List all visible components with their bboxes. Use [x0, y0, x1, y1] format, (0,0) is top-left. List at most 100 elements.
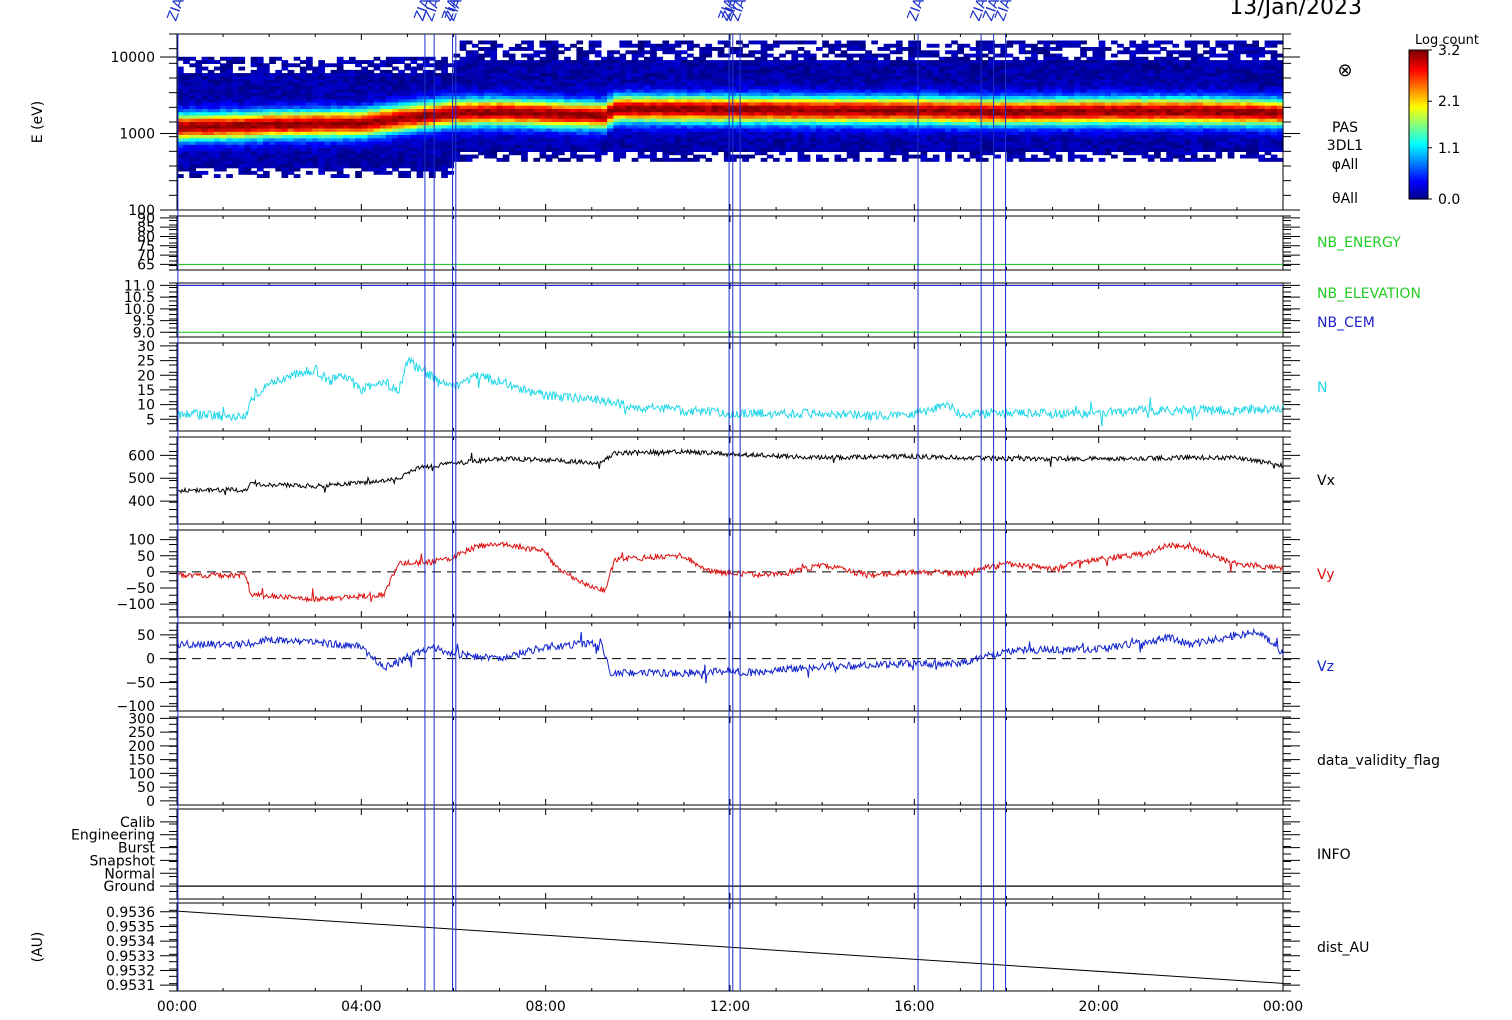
spectrogram-cell	[619, 151, 627, 156]
spectrogram-cell	[852, 40, 860, 45]
spectrogram-cell	[895, 89, 903, 94]
spectrogram-cell	[650, 82, 657, 87]
spectrogram-cell	[1006, 141, 1014, 146]
spectrogram-cell	[785, 157, 792, 162]
spectrogram-cell	[478, 138, 485, 143]
spectrogram-cell	[576, 89, 584, 94]
spectrogram-cell	[1074, 99, 1081, 104]
spectrogram-cell	[514, 148, 522, 152]
spectrogram-cell	[711, 112, 719, 117]
spectrogram-cell	[859, 69, 866, 74]
spectrogram-cell	[441, 95, 448, 100]
spectrogram-cell	[607, 125, 614, 130]
spectrogram-cell	[637, 69, 645, 74]
spectrogram-cell	[717, 141, 725, 146]
spectrogram-cell	[207, 73, 215, 77]
spectrogram-cell	[355, 112, 362, 117]
spectrogram-cell	[766, 141, 774, 146]
spectrogram-cell	[754, 115, 762, 120]
spectrogram-cell	[398, 82, 405, 87]
spectrogram-cell	[674, 76, 682, 81]
spectrogram-cell	[981, 115, 989, 120]
spectrogram-cell	[1098, 148, 1106, 152]
spectrogram-cell	[650, 95, 657, 100]
spectrogram-cell	[674, 135, 682, 139]
spectrogram-cell	[226, 66, 233, 71]
spectrogram-cell	[650, 138, 657, 143]
spectrogram-cell	[730, 144, 737, 149]
spectrogram-cell	[312, 73, 319, 77]
spectrogram-cell	[840, 66, 848, 71]
spectrogram-cell	[963, 69, 971, 74]
spectrogram-cell	[889, 102, 897, 107]
spectrogram-cell	[723, 40, 731, 45]
spectrogram-cell	[865, 73, 872, 77]
spectrogram-cell	[975, 95, 983, 100]
spectrogram-cell	[410, 135, 418, 139]
spectrogram-cell	[1000, 86, 1008, 90]
spectrogram-cell	[834, 89, 842, 94]
spectrogram-cell	[551, 76, 559, 81]
spectrogram-cell	[508, 122, 516, 126]
spectrogram-cell	[656, 118, 663, 123]
spectrogram-cell	[564, 112, 571, 117]
spectrogram-cell	[822, 92, 829, 97]
spectrogram-cell	[570, 92, 577, 97]
spectrogram-cell	[1024, 109, 1032, 113]
spectrogram-cell	[1006, 128, 1014, 133]
spectrogram-cell	[1049, 151, 1057, 156]
spectrogram-cell	[957, 131, 964, 136]
spectrogram-cell	[988, 131, 995, 136]
spectrogram-cell	[938, 86, 946, 90]
spectrogram-cell	[969, 141, 977, 146]
spectrogram-cell	[330, 161, 338, 165]
spectrogram-cell	[183, 157, 190, 162]
spectrogram-cell	[852, 144, 860, 149]
spectrogram-cell	[404, 151, 411, 156]
spectrogram-cell	[773, 115, 780, 120]
spectrogram-cell	[852, 138, 860, 143]
spectrogram-cell	[785, 122, 792, 126]
spectrogram-cell	[613, 115, 620, 120]
spectrogram-cell	[392, 60, 399, 64]
spectrogram-cell	[699, 125, 706, 130]
spectrogram-cell	[773, 66, 780, 71]
spectrogram-cell	[736, 122, 743, 126]
spectrogram-cell	[220, 138, 227, 143]
spectrogram-cell	[902, 141, 909, 146]
spectrogram-cell	[416, 99, 424, 104]
spectrogram-cell	[1018, 105, 1026, 110]
spectrogram-cell	[637, 86, 645, 90]
spectrogram-cell	[717, 105, 725, 110]
spectrogram-cell	[908, 95, 915, 100]
spectrogram-cell	[545, 112, 553, 117]
spectrogram-cell	[828, 82, 835, 87]
spectrogram-cell	[717, 79, 725, 84]
spectrogram-cell	[803, 144, 811, 149]
spectrogram-cell	[1074, 63, 1081, 68]
spectrogram-cell	[742, 76, 749, 81]
spectrogram-cell	[797, 128, 805, 133]
spectrogram-cell	[558, 148, 565, 152]
spectrogram-cell	[656, 76, 663, 81]
spectrogram-cell	[674, 157, 682, 162]
spectrogram-cell	[932, 95, 940, 100]
spectrogram-cell	[385, 79, 393, 84]
spectrogram-cell	[594, 73, 602, 77]
spectrogram-cell	[680, 86, 688, 90]
spectrogram-cell	[514, 69, 522, 74]
spectrogram-cell	[754, 102, 762, 107]
spectrogram-cell	[324, 95, 332, 100]
spectrogram-cell	[662, 40, 670, 45]
spectrogram-cell	[1074, 154, 1081, 159]
spectrogram-cell	[1086, 157, 1094, 162]
spectrogram-cell	[558, 115, 565, 120]
spectrogram-cell	[355, 135, 362, 139]
spectrogram-cell	[435, 112, 442, 117]
spectrogram-cell	[852, 79, 860, 84]
spectrogram-cell	[576, 154, 584, 159]
spectrogram-cell	[269, 89, 276, 94]
spectrogram-cell	[385, 76, 393, 81]
spectrogram-cell	[189, 138, 196, 143]
spectrogram-cell	[496, 105, 504, 110]
